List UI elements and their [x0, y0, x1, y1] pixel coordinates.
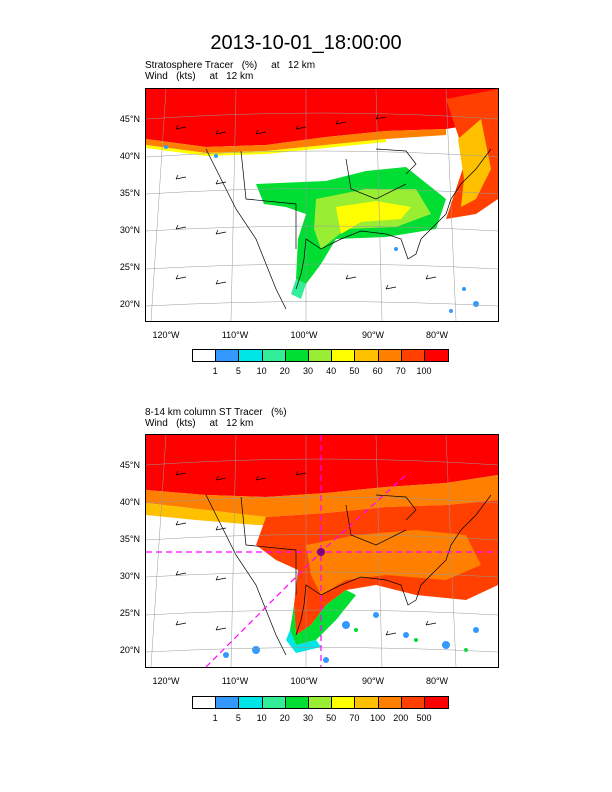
colorbar-label: 5 — [235, 366, 241, 376]
tracer-region-orange-fringe — [146, 129, 446, 153]
panel2-lat-label: 30°N — [119, 571, 140, 581]
panel2-lon-label: 110°W — [221, 676, 249, 686]
colorbar-label: 200 — [393, 713, 409, 723]
panel2-lat-label: 35°N — [119, 534, 140, 544]
panel2-map-svg — [146, 435, 498, 667]
colorbar-swatch — [332, 350, 356, 361]
colorbar-label: 70 — [349, 713, 360, 723]
colorbar-swatch — [216, 697, 240, 708]
panel2-lat-label: 40°N — [119, 497, 140, 507]
tracer-region-red — [146, 89, 498, 147]
tracer-region-yellow-fringe — [146, 139, 386, 156]
graticule — [146, 89, 498, 321]
tracer-region-yellow-core — [336, 201, 411, 234]
colorbar-label: 60 — [372, 366, 383, 376]
column-region-orange-band — [146, 475, 498, 517]
panel1-lat-label: 35°N — [119, 188, 140, 198]
colorbar-label: 10 — [256, 366, 267, 376]
colorbar-swatch — [285, 350, 309, 361]
column-region-red — [146, 435, 498, 497]
colorbar-swatch — [308, 350, 333, 361]
colorbar-swatch — [239, 350, 263, 361]
colorbar-swatch — [285, 697, 309, 708]
colorbar-swatch — [378, 350, 402, 361]
column-region-orange-inner — [306, 530, 481, 595]
colorbar-swatch — [239, 697, 263, 708]
column-speckles-green — [354, 628, 468, 652]
colorbar-label: 30 — [302, 366, 313, 376]
panel1-lat-label: 30°N — [119, 225, 140, 235]
panel1-lon-label: 100°W — [290, 330, 318, 340]
panel2-lat-label: 25°N — [119, 608, 140, 618]
colorbar-label: 20 — [279, 366, 290, 376]
panel2-lon-label: 90°W — [361, 676, 385, 686]
panel2-lon-label: 120°W — [152, 676, 180, 686]
page-title: 2013-10-01_18:00:00 — [210, 32, 402, 54]
panel1-lon-label: 80°W — [425, 330, 449, 340]
panel1-lat-label: 45°N — [119, 114, 140, 124]
wind-barbs — [175, 470, 437, 636]
column-region-green-edge — [290, 590, 356, 645]
tracer-speckles — [164, 145, 479, 313]
column-speckles — [223, 612, 479, 663]
colorbar-swatch — [193, 350, 217, 361]
colorbar-label: 500 — [416, 713, 432, 723]
colorbar-swatch — [401, 350, 425, 361]
colorbar-label: 1 — [212, 713, 218, 723]
column-region-cyan-edge — [286, 630, 321, 653]
colorbar-swatch — [401, 697, 425, 708]
panel2-title-line2: Wind (kts) at 12 km — [145, 418, 254, 429]
coastlines — [205, 148, 492, 310]
colorbar-label: 50 — [349, 366, 360, 376]
panel1-lon-label: 110°W — [221, 330, 249, 340]
panel2-lat-label: 45°N — [119, 460, 140, 470]
colorbar-swatch — [193, 697, 217, 708]
panel1-lat-label: 40°N — [119, 151, 140, 161]
colorbar-swatch — [355, 697, 379, 708]
panel2-lat-label: 20°N — [119, 645, 140, 655]
colorbar-swatch — [424, 350, 449, 361]
panel1-lon-label: 90°W — [361, 330, 385, 340]
colorbar-label: 10 — [256, 713, 267, 723]
colorbar-label: 20 — [279, 713, 290, 723]
colorbar-swatch — [355, 350, 379, 361]
panel1-colorbar — [192, 349, 450, 362]
colorbar-label: 30 — [302, 713, 313, 723]
colorbar-label: 50 — [326, 713, 337, 723]
colorbar-label: 40 — [326, 366, 337, 376]
colorbar-swatch — [332, 697, 356, 708]
cross-section-center — [317, 548, 325, 556]
colorbar-label: 5 — [235, 713, 241, 723]
panel1-title-line1: Stratosphere Tracer (%) at 12 km — [145, 60, 316, 71]
colorbar-label: 1 — [212, 366, 218, 376]
colorbar-swatch — [216, 350, 240, 361]
colorbar-swatch — [424, 697, 449, 708]
colorbar-label: 70 — [395, 366, 406, 376]
colorbar-label: 100 — [370, 713, 386, 723]
panel1-title-line2: Wind (kts) at 12 km — [145, 71, 254, 82]
panel1-map — [145, 88, 499, 322]
wind-barbs — [175, 114, 437, 290]
colorbar-swatch — [262, 697, 286, 708]
colorbar-label: 100 — [416, 366, 432, 376]
panel2-title-line1: 8-14 km column ST Tracer (%) — [145, 407, 287, 418]
colorbar-swatch — [378, 697, 402, 708]
tracer-region-cyan-edge — [291, 279, 306, 299]
panel2-colorbar — [192, 696, 450, 709]
coastlines — [205, 494, 492, 656]
panel1-map-svg — [146, 89, 498, 321]
panel1-lon-label: 120°W — [152, 330, 180, 340]
panel2-lon-label: 80°W — [425, 676, 449, 686]
panel1-lat-label: 25°N — [119, 262, 140, 272]
tracer-region-east-plume-inner — [458, 119, 491, 207]
panel2-lon-label: 100°W — [290, 676, 318, 686]
colorbar-swatch — [262, 350, 286, 361]
colorbar-swatch — [308, 697, 333, 708]
graticule — [146, 435, 498, 667]
panel2-map — [145, 434, 499, 668]
panel1-lat-label: 20°N — [119, 299, 140, 309]
